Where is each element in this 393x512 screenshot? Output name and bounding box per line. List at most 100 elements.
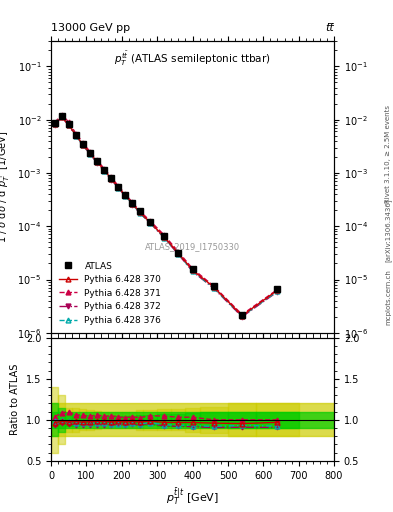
Pythia 6.428 376 xyxy=(59,113,64,119)
Pythia 6.428 376 xyxy=(211,285,216,291)
Pythia 6.428 372 xyxy=(176,251,181,258)
Pythia 6.428 370 xyxy=(88,150,92,156)
ATLAS xyxy=(123,191,128,198)
Line: Pythia 6.428 372: Pythia 6.428 372 xyxy=(52,115,280,319)
Pythia 6.428 376 xyxy=(88,151,92,157)
ATLAS xyxy=(73,132,78,138)
Pythia 6.428 370 xyxy=(81,141,85,147)
Text: tt̅: tt̅ xyxy=(325,23,334,33)
Pythia 6.428 371 xyxy=(59,112,64,118)
Text: 13000 GeV pp: 13000 GeV pp xyxy=(51,23,130,33)
ATLAS xyxy=(52,120,57,126)
Pythia 6.428 376 xyxy=(148,220,152,226)
Bar xyxy=(51,412,334,428)
Pythia 6.428 376 xyxy=(95,159,99,165)
Pythia 6.428 372 xyxy=(52,122,57,128)
Pythia 6.428 372 xyxy=(148,220,152,226)
Pythia 6.428 376 xyxy=(52,121,57,127)
Pythia 6.428 372 xyxy=(275,289,280,295)
Pythia 6.428 376 xyxy=(190,268,195,274)
X-axis label: $p_T^{\bar{t}|t}$ [GeV]: $p_T^{\bar{t}|t}$ [GeV] xyxy=(166,486,219,507)
Pythia 6.428 371 xyxy=(95,157,99,163)
Pythia 6.428 372 xyxy=(95,160,99,166)
Pythia 6.428 370 xyxy=(123,193,128,199)
ATLAS xyxy=(88,150,92,156)
Pythia 6.428 371 xyxy=(73,131,78,137)
Pythia 6.428 371 xyxy=(130,199,135,205)
Pythia 6.428 370 xyxy=(73,132,78,138)
Pythia 6.428 371 xyxy=(81,140,85,146)
Y-axis label: 1 / $\sigma$ d$\sigma$ / d $p_T^{\bar{t}|t}$ [1/GeV]: 1 / $\sigma$ d$\sigma$ / d $p_T^{\bar{t}… xyxy=(0,131,12,243)
Pythia 6.428 376 xyxy=(240,313,244,319)
Bar xyxy=(51,403,334,436)
Pythia 6.428 371 xyxy=(162,232,167,238)
Pythia 6.428 372 xyxy=(102,168,107,174)
Pythia 6.428 371 xyxy=(176,249,181,255)
Pythia 6.428 370 xyxy=(162,234,167,240)
ATLAS xyxy=(109,175,114,181)
ATLAS xyxy=(176,249,181,255)
Pythia 6.428 370 xyxy=(240,312,244,318)
Pythia 6.428 376 xyxy=(116,185,121,191)
Pythia 6.428 371 xyxy=(275,286,280,292)
Text: [arXiv:1306.3436]: [arXiv:1306.3436] xyxy=(384,199,391,262)
ATLAS xyxy=(211,283,216,289)
Text: Rivet 3.1.10, ≥ 2.5M events: Rivet 3.1.10, ≥ 2.5M events xyxy=(385,104,391,203)
Pythia 6.428 376 xyxy=(102,167,107,174)
Pythia 6.428 370 xyxy=(95,159,99,165)
Text: $p_T^{t\bar{t}}$ (ATLAS semileptonic ttbar): $p_T^{t\bar{t}}$ (ATLAS semileptonic ttb… xyxy=(114,50,271,68)
Pythia 6.428 371 xyxy=(148,218,152,224)
ATLAS xyxy=(162,233,167,239)
Pythia 6.428 370 xyxy=(275,287,280,293)
Pythia 6.428 372 xyxy=(59,114,64,120)
Pythia 6.428 370 xyxy=(130,201,135,207)
Pythia 6.428 370 xyxy=(137,209,142,215)
Pythia 6.428 372 xyxy=(130,202,135,208)
Y-axis label: Ratio to ATLAS: Ratio to ATLAS xyxy=(11,364,20,435)
ATLAS xyxy=(81,141,85,147)
ATLAS xyxy=(190,266,195,272)
ATLAS xyxy=(95,158,99,164)
Legend: ATLAS, Pythia 6.428 370, Pythia 6.428 371, Pythia 6.428 372, Pythia 6.428 376: ATLAS, Pythia 6.428 370, Pythia 6.428 37… xyxy=(55,258,165,328)
Pythia 6.428 372 xyxy=(73,133,78,139)
ATLAS xyxy=(116,184,121,190)
Pythia 6.428 370 xyxy=(52,121,57,127)
Pythia 6.428 372 xyxy=(190,268,195,274)
Pythia 6.428 371 xyxy=(211,283,216,289)
Pythia 6.428 370 xyxy=(66,122,71,128)
Pythia 6.428 376 xyxy=(162,234,167,241)
ATLAS xyxy=(148,219,152,225)
Pythia 6.428 370 xyxy=(102,167,107,173)
Pythia 6.428 372 xyxy=(137,210,142,216)
Pythia 6.428 376 xyxy=(176,251,181,257)
Pythia 6.428 376 xyxy=(130,201,135,207)
Pythia 6.428 370 xyxy=(59,114,64,120)
Pythia 6.428 372 xyxy=(116,185,121,191)
Pythia 6.428 372 xyxy=(211,285,216,291)
Text: ATLAS_2019_I1750330: ATLAS_2019_I1750330 xyxy=(145,242,240,251)
ATLAS xyxy=(137,208,142,215)
ATLAS xyxy=(240,311,244,317)
Pythia 6.428 371 xyxy=(116,183,121,189)
Line: Pythia 6.428 371: Pythia 6.428 371 xyxy=(52,112,280,317)
Pythia 6.428 376 xyxy=(109,176,114,182)
Pythia 6.428 370 xyxy=(148,219,152,225)
Pythia 6.428 372 xyxy=(66,122,71,129)
ATLAS xyxy=(66,121,71,127)
Pythia 6.428 370 xyxy=(176,250,181,257)
Pythia 6.428 376 xyxy=(66,121,71,127)
Pythia 6.428 370 xyxy=(190,267,195,273)
Pythia 6.428 372 xyxy=(162,235,167,241)
Pythia 6.428 376 xyxy=(81,142,85,148)
Line: Pythia 6.428 370: Pythia 6.428 370 xyxy=(52,114,280,318)
Pythia 6.428 372 xyxy=(81,142,85,148)
Pythia 6.428 371 xyxy=(88,148,92,155)
Pythia 6.428 371 xyxy=(102,166,107,172)
Pythia 6.428 376 xyxy=(73,133,78,139)
Pythia 6.428 376 xyxy=(137,209,142,216)
Pythia 6.428 370 xyxy=(109,176,114,182)
ATLAS xyxy=(130,200,135,206)
Pythia 6.428 370 xyxy=(116,184,121,190)
Pythia 6.428 372 xyxy=(123,193,128,199)
ATLAS xyxy=(102,166,107,173)
